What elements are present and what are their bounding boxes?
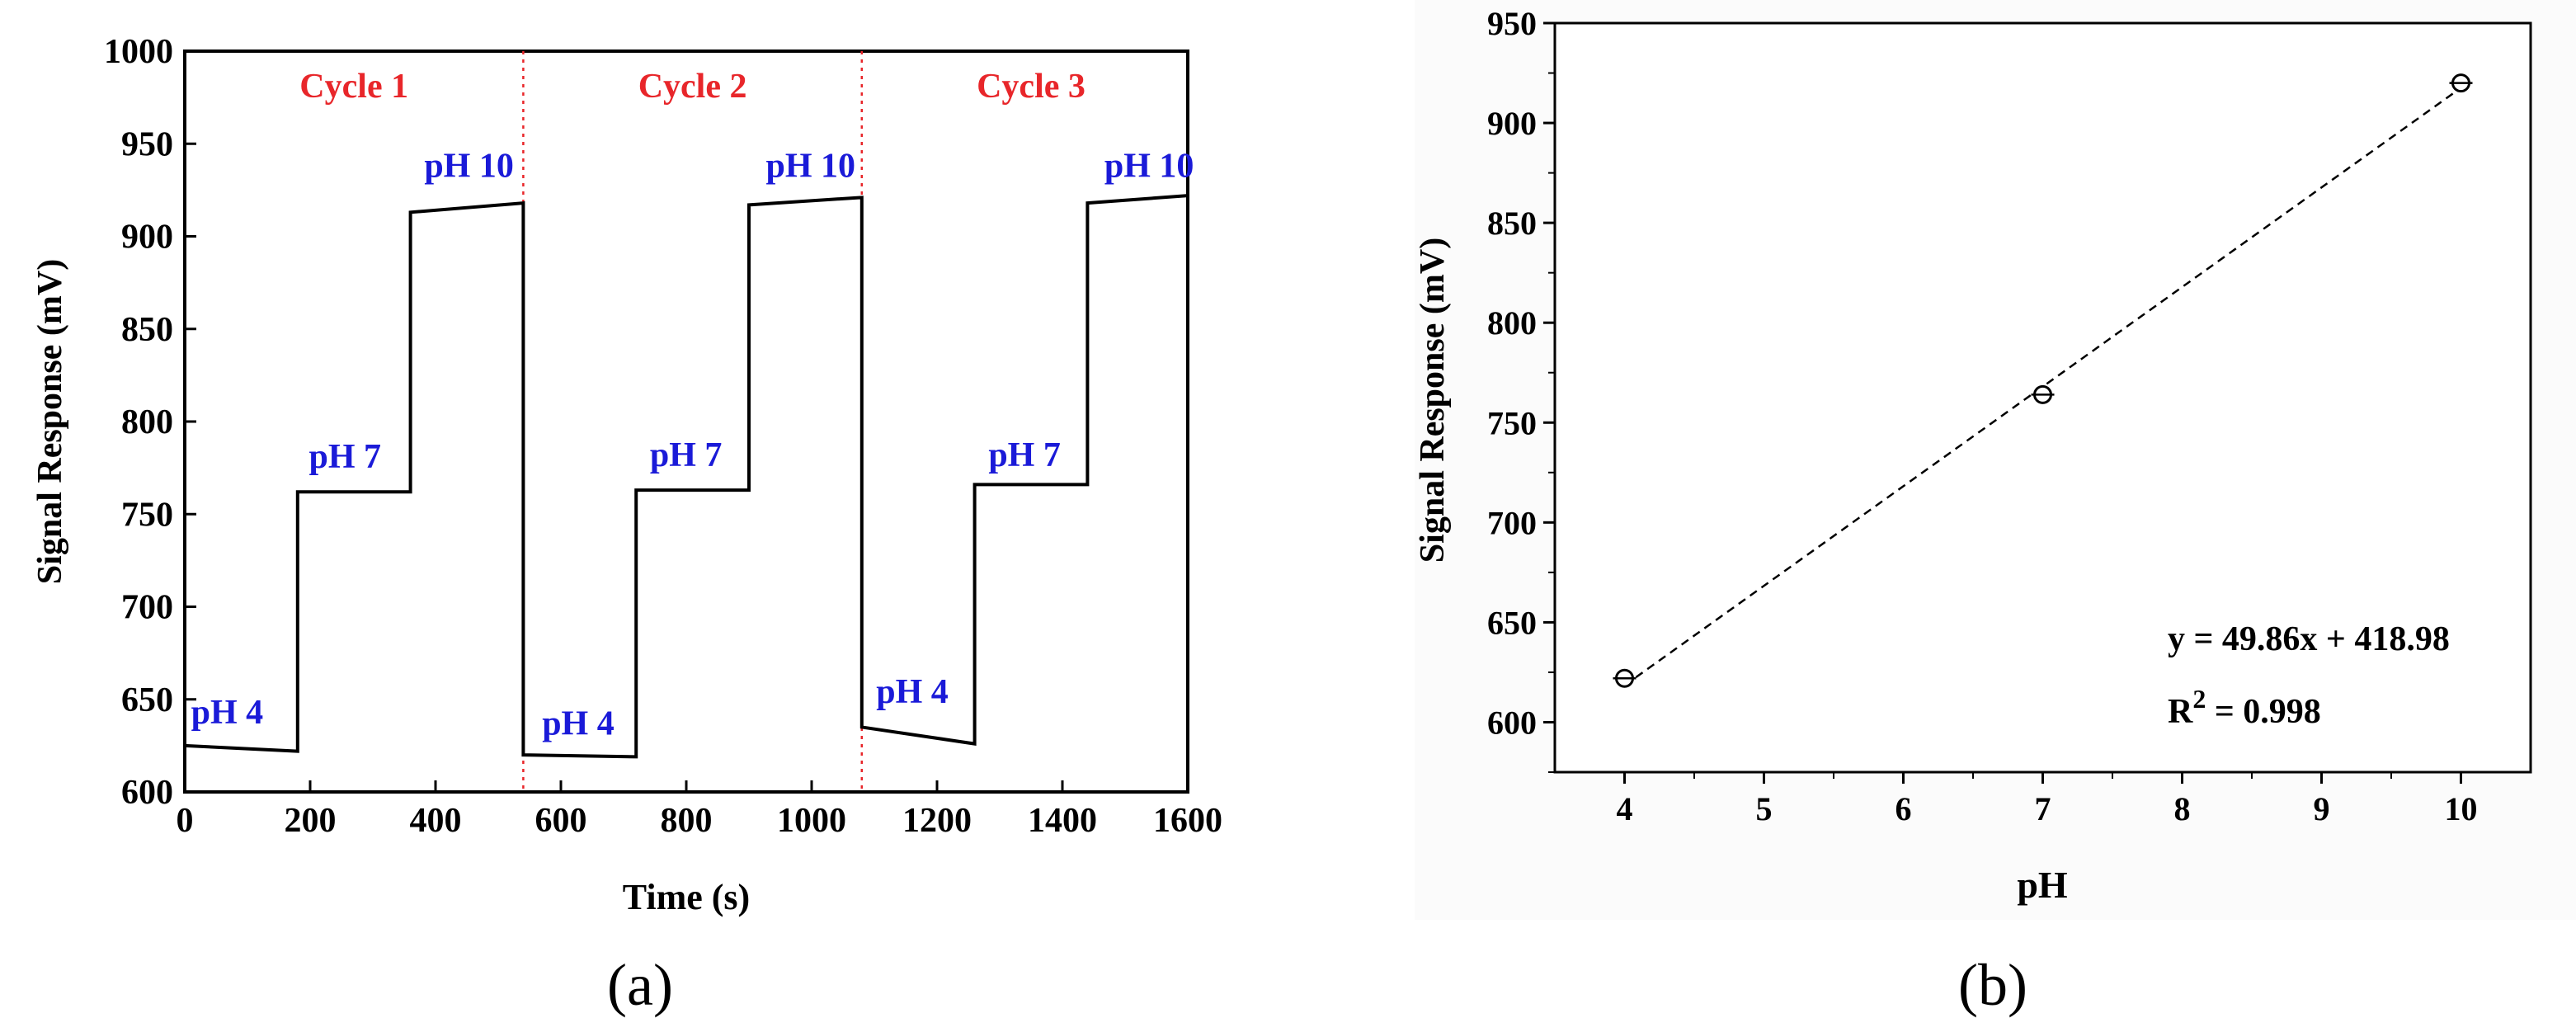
chart-a-ph-label: pH 7 — [650, 436, 723, 474]
chart-a-x-tick-label: 400 — [410, 802, 462, 840]
chart-a-series-line — [184, 194, 1189, 759]
chart-b-fit-equation: y = 49.86x + 418.98 — [2168, 620, 2450, 658]
chart-a-y-tick-label: 1000 — [104, 33, 173, 71]
chart-b-x-tick-label: 7 — [2035, 790, 2051, 827]
chart-a-y-tick-label: 900 — [121, 219, 173, 257]
chart-b-r-squared-superscript: 2 — [2192, 684, 2206, 714]
chart-b-fit-line — [1623, 87, 2462, 686]
chart-a-y-tick-label: 750 — [121, 496, 173, 534]
chart-a-ph-label: pH 4 — [542, 704, 615, 742]
chart-a-ph-label: pH 10 — [424, 148, 514, 186]
chart-a-x-tick-label: 600 — [535, 802, 587, 840]
chart-b-x-axis-title: pH — [2017, 864, 2068, 906]
chart-b-y-tick-label: 600 — [1487, 704, 1537, 741]
chart-a-x-tick-label: 1000 — [777, 802, 846, 840]
chart-a-y-tick-label: 700 — [121, 589, 173, 627]
chart-a-cycle-label: Cycle 1 — [299, 68, 408, 106]
chart-a-ph-label: pH 10 — [766, 148, 856, 186]
chart-a-x-tick-label: 0 — [177, 802, 194, 840]
chart-a-y-tick-label: 650 — [121, 681, 173, 719]
chart-b-r-squared-value: = 0.998 — [2206, 693, 2320, 731]
chart-a-x-tick-label: 1200 — [902, 802, 972, 840]
chart-a-ph-label: pH 10 — [1104, 148, 1194, 186]
chart-b-x-tick-label: 4 — [1617, 790, 1633, 827]
chart-a-y-tick-label: 950 — [121, 125, 173, 163]
chart-b-r-squared: R2 = 0.998 — [2168, 684, 2321, 731]
chart-a-ph-label: pH 4 — [191, 694, 264, 732]
chart-a-cycle-label: Cycle 3 — [977, 68, 1085, 106]
chart-a-x-tick-label: 1400 — [1028, 802, 1097, 840]
chart-a-x-tick-label: 200 — [285, 802, 337, 840]
chart-a-y-tick-label: 800 — [121, 403, 173, 441]
chart-a-x-tick-label: 800 — [661, 802, 713, 840]
chart-b-panel-label: (b) — [1958, 952, 2027, 1018]
chart-a-x-axis-title: Time (s) — [623, 877, 750, 917]
chart-a-y-tick-label: 600 — [121, 774, 173, 812]
chart-b-x-tick-label: 9 — [2314, 790, 2330, 827]
chart-a-y-tick-label: 850 — [121, 311, 173, 349]
chart-a-cycle-label: Cycle 2 — [638, 68, 747, 106]
chart-a-plot-area — [183, 49, 1189, 794]
chart-b-x-tick-label: 10 — [2445, 790, 2478, 827]
chart-a-y-axis-title: Signal Response (mV) — [31, 259, 69, 584]
chart-b-y-axis-title: Signal Response (mV) — [1414, 238, 1452, 563]
chart-b-r-squared-prefix: R — [2168, 693, 2193, 731]
chart-a-x-tick-label: 1600 — [1153, 802, 1222, 840]
chart-b-y-tick-label: 850 — [1487, 205, 1537, 242]
chart-b-y-tick-label: 800 — [1487, 304, 1537, 342]
chart-b: 4 5 6 7 8 9 10 600 650 700 750 800 850 900 950 y = 49… — [1414, 0, 2576, 1018]
chart-a-ph-label: pH 7 — [308, 438, 381, 476]
chart-b-y-tick-label: 750 — [1487, 404, 1537, 441]
chart-b-x-tick-label: 6 — [1896, 790, 1912, 827]
chart-b-y-tick-label: 950 — [1487, 5, 1537, 42]
chart-a: 0 200 400 600 800 1000 1200 1400 1600 600 650 700 7… — [31, 33, 1222, 1018]
chart-a-ph-label: pH 7 — [988, 436, 1061, 474]
chart-b-y-tick-label: 650 — [1487, 604, 1537, 641]
chart-b-x-tick-label: 5 — [1756, 790, 1773, 827]
chart-b-y-tick-label: 700 — [1487, 504, 1537, 541]
chart-b-y-tick-label: 900 — [1487, 105, 1537, 142]
chart-a-panel-label: (a) — [607, 952, 673, 1018]
chart-b-x-tick-label: 8 — [2174, 790, 2191, 827]
chart-a-ph-label: pH 4 — [876, 673, 949, 711]
